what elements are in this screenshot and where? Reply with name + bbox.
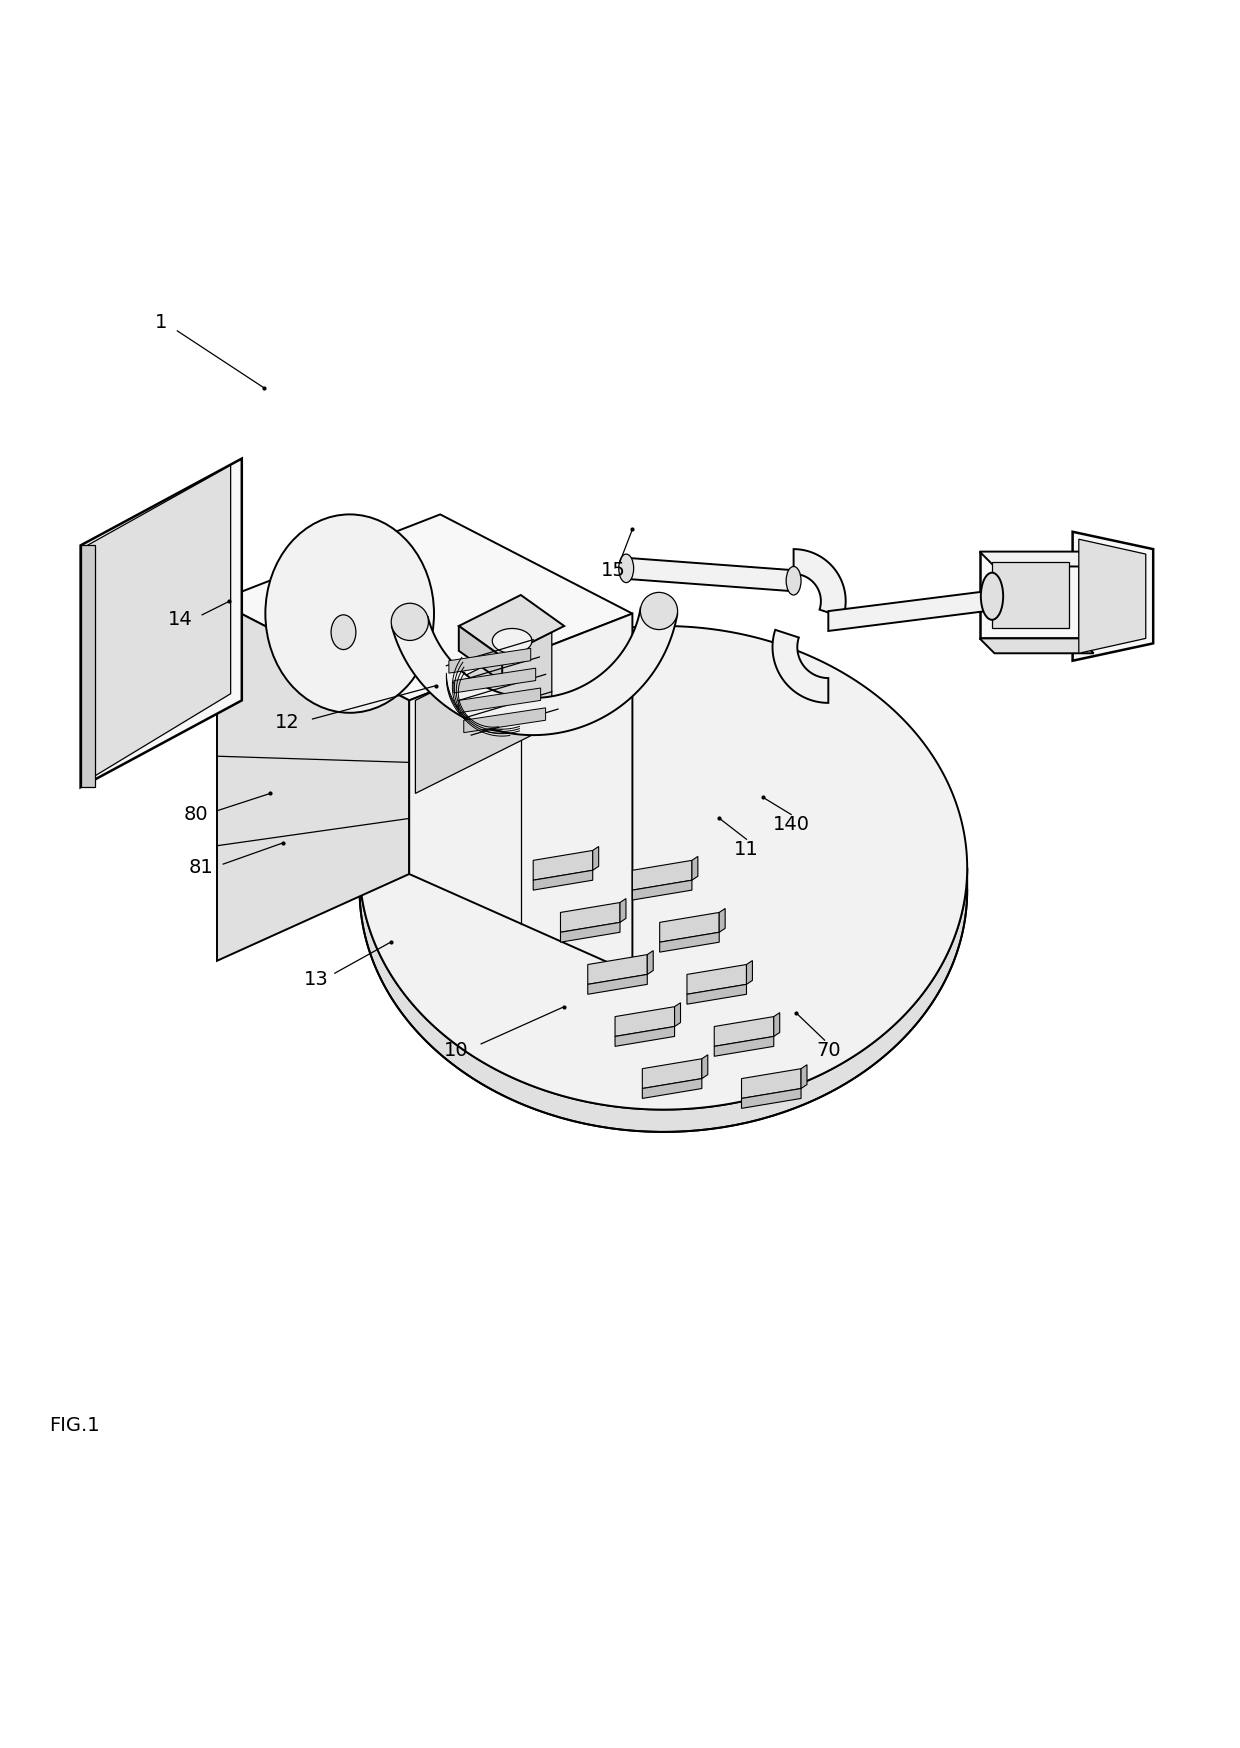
Text: 80: 80 <box>184 806 208 823</box>
Polygon shape <box>459 626 502 682</box>
Polygon shape <box>626 558 794 591</box>
Text: 1: 1 <box>155 313 167 332</box>
Text: 15: 15 <box>601 561 626 580</box>
Ellipse shape <box>619 554 634 582</box>
Circle shape <box>392 603 429 640</box>
Polygon shape <box>746 961 753 984</box>
Polygon shape <box>415 633 552 794</box>
Polygon shape <box>742 1089 801 1108</box>
Ellipse shape <box>981 573 1003 621</box>
Text: 14: 14 <box>167 610 192 629</box>
Polygon shape <box>980 552 1094 566</box>
Text: 70: 70 <box>816 1040 841 1059</box>
Polygon shape <box>560 902 620 932</box>
Polygon shape <box>774 1012 780 1037</box>
Polygon shape <box>980 552 1079 638</box>
Text: 13: 13 <box>304 970 329 989</box>
Polygon shape <box>828 591 986 631</box>
Polygon shape <box>81 545 95 787</box>
Text: 12: 12 <box>275 713 300 732</box>
Polygon shape <box>454 668 536 692</box>
Polygon shape <box>409 614 632 974</box>
Circle shape <box>640 593 677 629</box>
Polygon shape <box>620 898 626 923</box>
Polygon shape <box>642 1079 702 1098</box>
Polygon shape <box>560 923 620 942</box>
Polygon shape <box>794 549 846 617</box>
Ellipse shape <box>331 615 356 650</box>
Polygon shape <box>615 1026 675 1047</box>
Polygon shape <box>660 912 719 942</box>
Text: FIG.1: FIG.1 <box>50 1416 100 1435</box>
Polygon shape <box>675 1003 681 1026</box>
Polygon shape <box>588 974 647 995</box>
Polygon shape <box>660 932 719 953</box>
Polygon shape <box>87 465 231 781</box>
Polygon shape <box>449 649 531 673</box>
Text: 140: 140 <box>773 815 810 834</box>
Polygon shape <box>593 846 599 871</box>
Polygon shape <box>714 1017 774 1047</box>
Polygon shape <box>217 601 409 961</box>
Text: 10: 10 <box>444 1040 469 1059</box>
Polygon shape <box>615 1007 675 1037</box>
Polygon shape <box>992 561 1069 629</box>
Text: 11: 11 <box>734 839 759 858</box>
Polygon shape <box>360 626 967 1110</box>
Ellipse shape <box>265 514 434 713</box>
Polygon shape <box>533 851 593 881</box>
Polygon shape <box>392 608 677 736</box>
Polygon shape <box>980 638 1094 654</box>
Polygon shape <box>801 1065 807 1089</box>
Polygon shape <box>647 951 653 974</box>
Polygon shape <box>459 594 564 657</box>
Polygon shape <box>533 871 593 890</box>
Polygon shape <box>217 514 632 701</box>
Polygon shape <box>773 629 828 703</box>
Polygon shape <box>702 1054 708 1079</box>
Text: 81: 81 <box>188 858 213 877</box>
Polygon shape <box>360 867 967 1133</box>
Polygon shape <box>464 708 546 732</box>
Polygon shape <box>1079 538 1146 654</box>
Polygon shape <box>459 689 541 713</box>
Polygon shape <box>632 860 692 890</box>
Polygon shape <box>632 881 692 900</box>
Polygon shape <box>687 965 746 995</box>
Polygon shape <box>714 1037 774 1056</box>
Polygon shape <box>588 954 647 984</box>
Polygon shape <box>719 909 725 932</box>
Polygon shape <box>1073 531 1153 661</box>
Polygon shape <box>81 458 242 787</box>
Ellipse shape <box>492 629 532 654</box>
Ellipse shape <box>786 566 801 594</box>
Polygon shape <box>742 1068 801 1098</box>
Polygon shape <box>687 984 746 1003</box>
Polygon shape <box>692 857 698 881</box>
Polygon shape <box>642 1059 702 1089</box>
